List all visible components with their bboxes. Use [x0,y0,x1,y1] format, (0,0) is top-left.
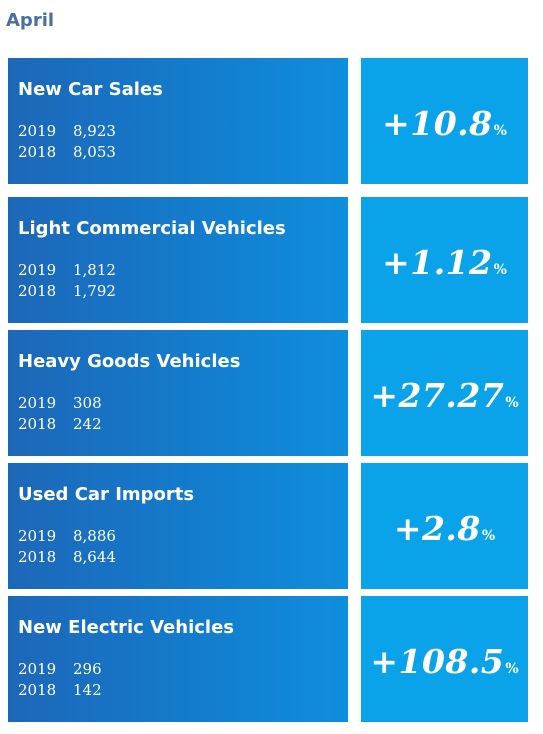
year-value: 1,792 [73,282,116,300]
year-line-previous: 2018 1,792 [18,282,116,300]
change-box: +108.5% [361,596,528,722]
year-value: 296 [73,660,102,678]
year-value: 8,923 [73,122,116,140]
year-line-current: 2019 308 [18,394,102,412]
year-label: 2018 [18,548,57,566]
info-box: Used Car Imports 2019 8,886 2018 8,644 [8,463,348,589]
year-line-previous: 2018 8,644 [18,548,116,566]
percent-sign: % [505,395,519,411]
category-title: Used Car Imports [18,484,195,505]
category-title: Heavy Goods Vehicles [18,351,241,372]
percent-change-number: +10.8 [382,104,493,143]
percent-change-number: +2.8 [393,509,481,548]
stat-row-light-commercial-vehicles: Light Commercial Vehicles 2019 1,812 2018… [8,197,528,323]
stat-row-new-electric-vehicles: New Electric Vehicles 2019 296 2018 142 +1… [8,596,528,722]
year-line-previous: 2018 142 [18,681,102,699]
year-label: 2019 [18,527,57,545]
info-box: Light Commercial Vehicles 2019 1,812 2018… [8,197,348,323]
info-box: New Car Sales 2019 8,923 2018 8,053 [8,58,348,184]
info-box: Heavy Goods Vehicles 2019 308 2018 242 [8,330,348,456]
info-box: New Electric Vehicles 2019 296 2018 142 [8,596,348,722]
year-label: 2019 [18,261,57,279]
percent-change-number: +27.27 [370,376,505,415]
year-value: 308 [73,394,102,412]
year-value: 142 [73,681,102,699]
change-box: +27.27% [361,330,528,456]
year-line-current: 2019 296 [18,660,102,678]
month-heading: April [6,10,55,31]
year-label: 2018 [18,415,57,433]
percent-sign: % [505,661,519,677]
stat-row-new-car-sales: New Car Sales 2019 8,923 2018 8,053 +10.8% [8,58,528,184]
year-label: 2019 [18,660,57,678]
percent-change: +10.8% [361,104,528,143]
stat-row-heavy-goods-vehicles: Heavy Goods Vehicles 2019 308 2018 242 +27… [8,330,528,456]
category-title: Light Commercial Vehicles [18,218,286,239]
percent-sign: % [481,528,496,544]
year-line-previous: 2018 8,053 [18,143,116,161]
percent-change: +27.27% [361,376,528,415]
category-title: New Electric Vehicles [18,617,234,638]
change-box: +2.8% [361,463,528,589]
change-box: +10.8% [361,58,528,184]
year-label: 2018 [18,681,57,699]
year-line-current: 2019 8,923 [18,122,116,140]
year-line-previous: 2018 242 [18,415,102,433]
change-box: +1.12% [361,197,528,323]
year-value: 242 [73,415,102,433]
percent-change: +1.12% [361,243,528,282]
year-label: 2019 [18,394,57,412]
percent-change-number: +1.12 [382,243,493,282]
year-value: 1,812 [73,261,116,279]
year-label: 2019 [18,122,57,140]
year-line-current: 2019 1,812 [18,261,116,279]
category-title: New Car Sales [18,79,163,100]
year-label: 2018 [18,143,57,161]
percent-change: +108.5% [361,642,528,681]
percent-sign: % [493,262,507,278]
percent-change-number: +108.5 [370,642,505,681]
percent-sign: % [493,123,507,139]
year-value: 8,644 [73,548,116,566]
year-value: 8,886 [73,527,116,545]
year-label: 2018 [18,282,57,300]
stat-row-used-car-imports: Used Car Imports 2019 8,886 2018 8,644 +2.… [8,463,528,589]
year-value: 8,053 [73,143,116,161]
year-line-current: 2019 8,886 [18,527,116,545]
percent-change: +2.8% [361,509,528,548]
